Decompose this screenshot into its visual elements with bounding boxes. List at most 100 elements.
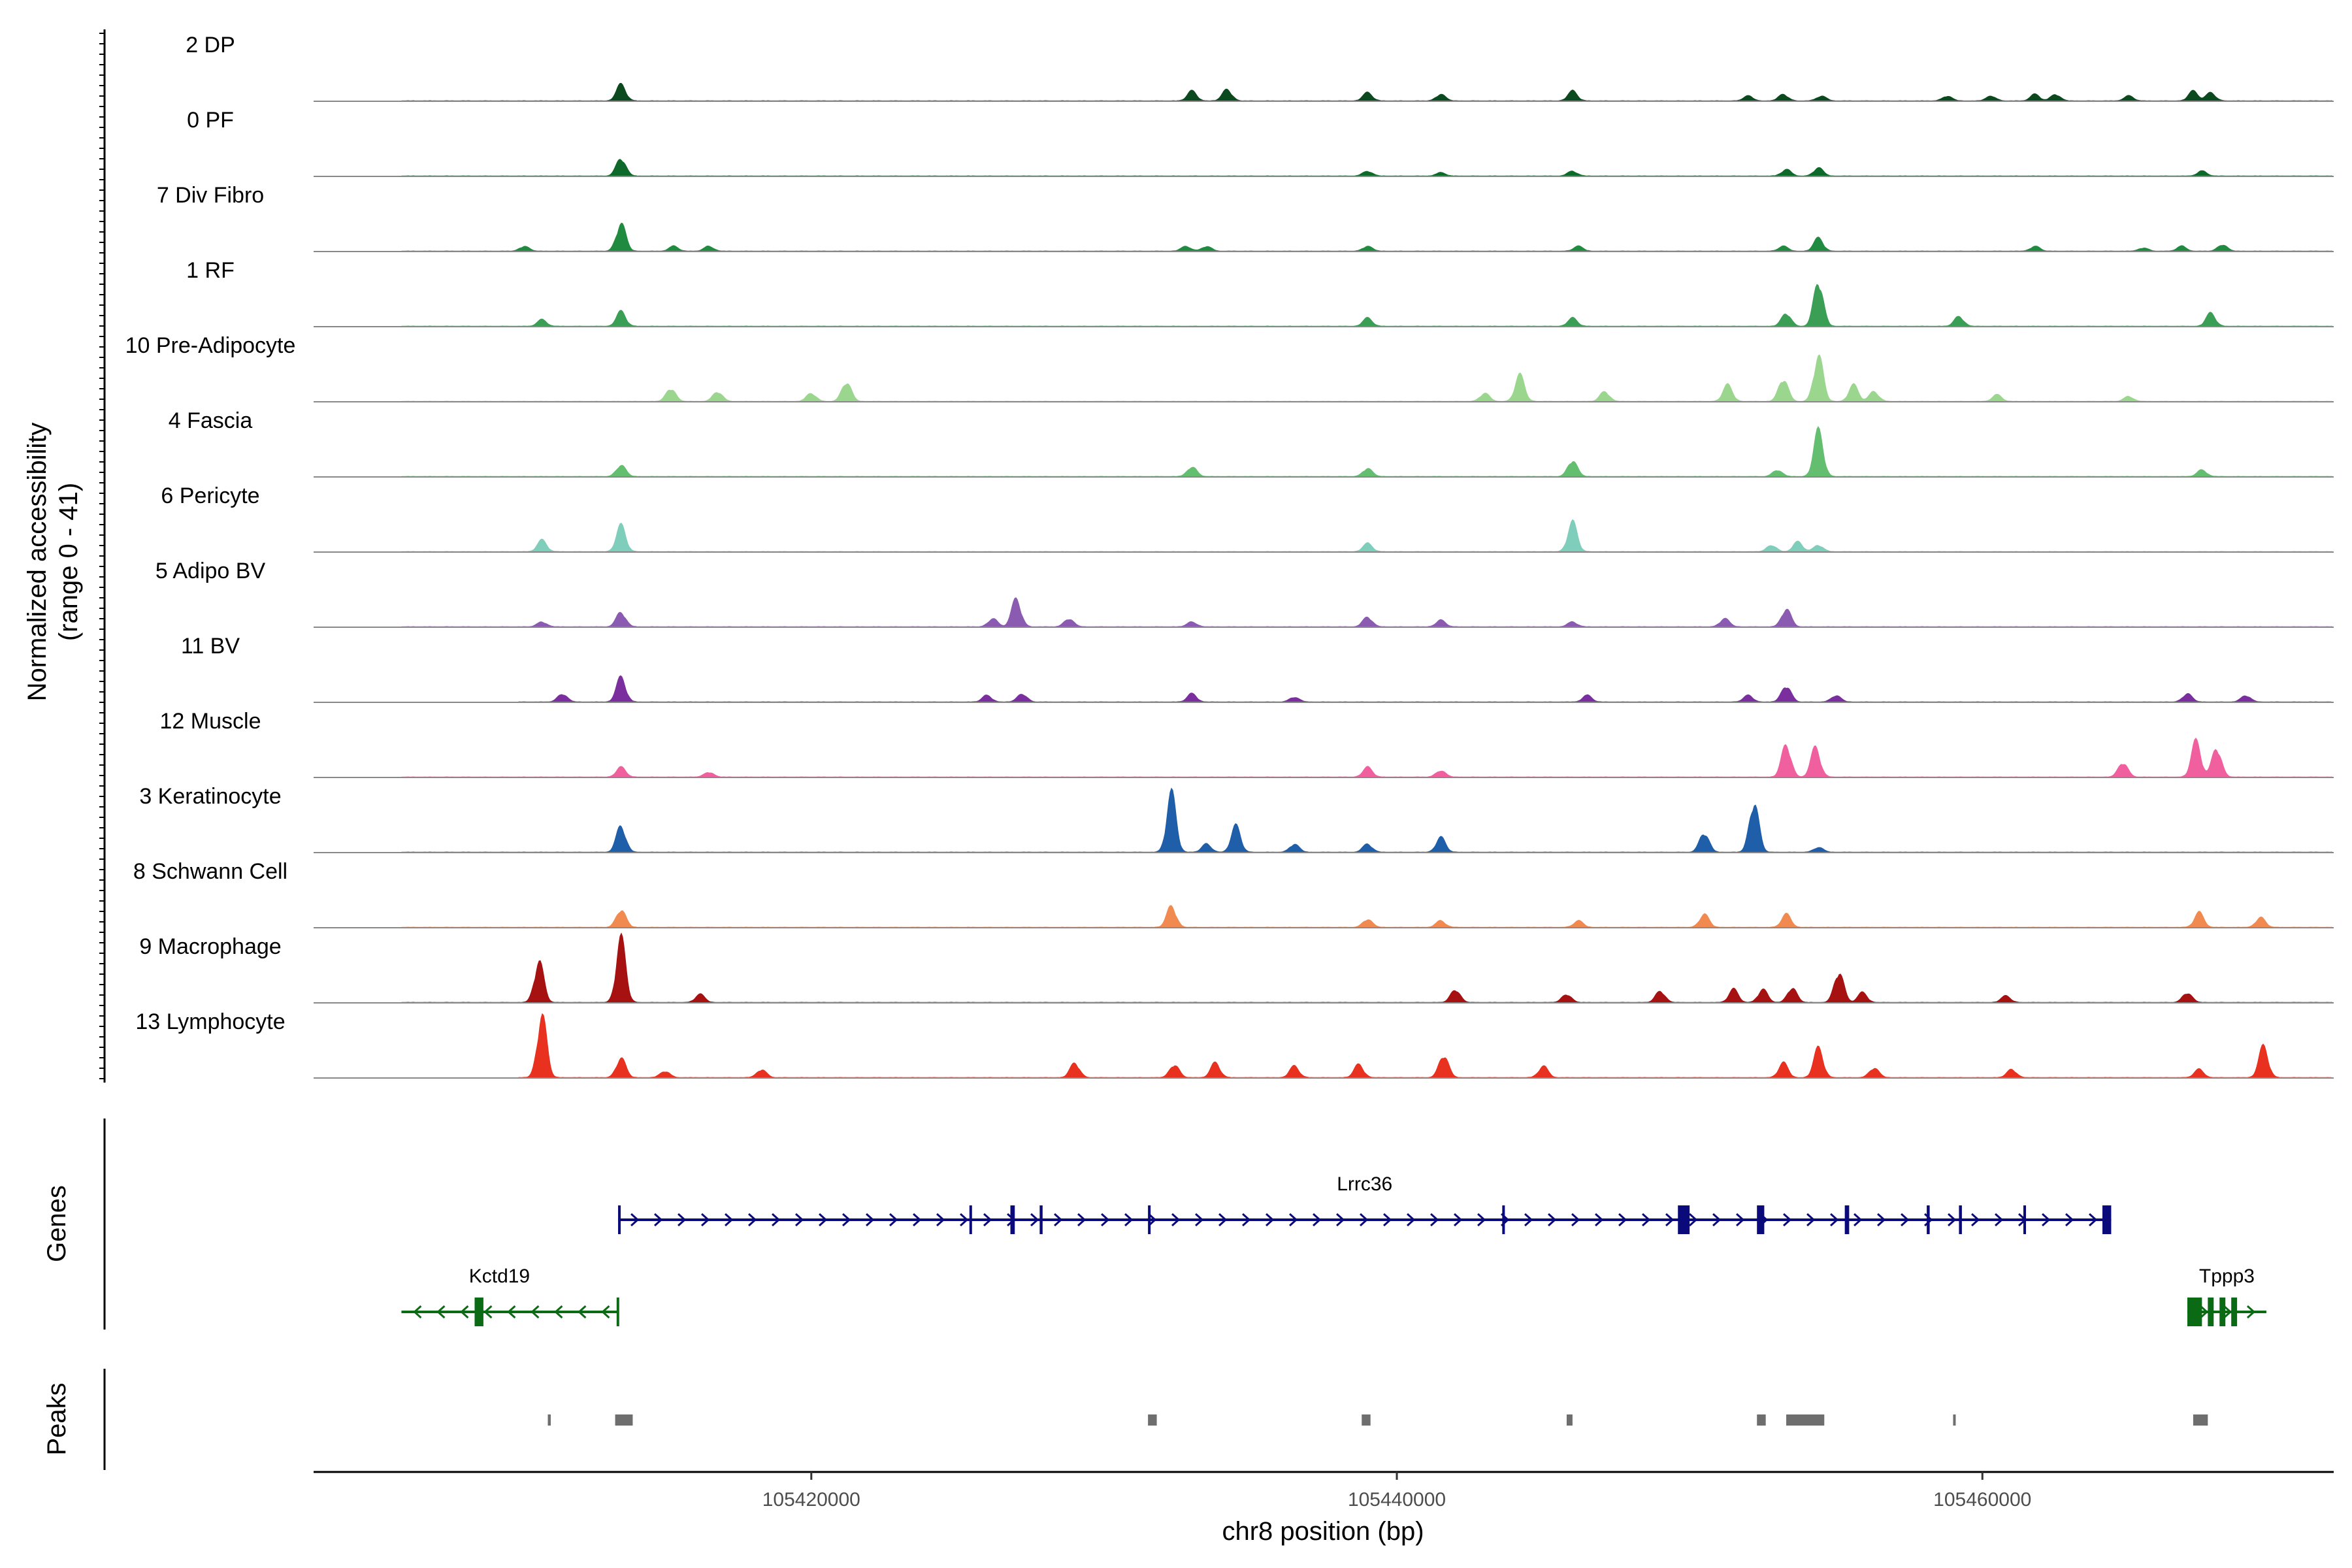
coverage-area bbox=[401, 597, 2332, 628]
strand-chevron bbox=[1995, 1213, 2004, 1227]
track-12: 8 Schwann Cell bbox=[133, 859, 2334, 928]
strand-chevron bbox=[1877, 1213, 1886, 1227]
strand-chevron bbox=[2065, 1213, 2074, 1227]
gene-annotation-track: Lrrc36 Kctd19 Tppp3 bbox=[401, 1173, 2266, 1326]
strand-chevron bbox=[1124, 1213, 1134, 1227]
coverage-area bbox=[401, 354, 2332, 402]
peak-region bbox=[1148, 1414, 1157, 1426]
accessibility-y-axis bbox=[99, 29, 106, 1083]
gene-exon bbox=[1678, 1205, 1690, 1234]
strand-chevron bbox=[1030, 1213, 1039, 1227]
coverage-tracks: 2 DP 0 PF 7 Div Fibro 1 RF 10 Pre-Adipocyte 4… bbox=[125, 33, 2334, 1079]
gene-exon bbox=[1010, 1205, 1015, 1234]
strand-chevron bbox=[1430, 1213, 1439, 1227]
coverage-area bbox=[518, 1013, 2333, 1079]
genes-panel-title: Genes bbox=[42, 1185, 71, 1262]
strand-chevron bbox=[1054, 1213, 1063, 1227]
track-label: 3 Keratinocyte bbox=[139, 784, 281, 809]
strand-chevron bbox=[436, 1305, 446, 1319]
track-14: 13 Lymphocyte bbox=[135, 1009, 2334, 1079]
track-label: 9 Macrophage bbox=[139, 934, 281, 959]
x-tick-label: 105460000 bbox=[1933, 1489, 2031, 1511]
peaks-track bbox=[547, 1414, 2208, 1426]
gene-exon bbox=[1039, 1205, 1043, 1234]
track-3: 7 Div Fibro bbox=[157, 183, 2334, 252]
strand-chevron bbox=[1618, 1213, 1627, 1227]
strand-chevron bbox=[678, 1213, 687, 1227]
track-label: 8 Schwann Cell bbox=[133, 859, 287, 884]
peak-region bbox=[1566, 1414, 1573, 1426]
track-label: 10 Pre-Adipocyte bbox=[125, 333, 296, 358]
strand-chevron bbox=[1360, 1213, 1369, 1227]
strand-chevron bbox=[1571, 1213, 1580, 1227]
strand-chevron bbox=[1454, 1213, 1463, 1227]
strand-chevron bbox=[1830, 1213, 1839, 1227]
track-6: 4 Fascia bbox=[169, 408, 2334, 478]
strand-chevron bbox=[1266, 1213, 1275, 1227]
strand-chevron bbox=[1595, 1213, 1604, 1227]
x-axis-title: chr8 position (bp) bbox=[1222, 1517, 1424, 1546]
x-tick-label: 105440000 bbox=[1348, 1489, 1446, 1511]
track-8: 5 Adipo BV bbox=[155, 559, 2334, 628]
strand-chevron bbox=[1783, 1213, 1792, 1227]
gene-exon bbox=[474, 1298, 483, 1326]
gene-exon bbox=[2231, 1298, 2238, 1326]
peak-region bbox=[1953, 1414, 1956, 1426]
strand-chevron bbox=[1077, 1213, 1086, 1227]
track-9: 11 BV bbox=[181, 634, 2334, 703]
gene-label: Tppp3 bbox=[2199, 1266, 2255, 1287]
strand-chevron bbox=[460, 1305, 469, 1319]
strand-chevron bbox=[531, 1305, 540, 1319]
gene-kctd19: Kctd19 bbox=[401, 1266, 619, 1326]
peak-region bbox=[1786, 1414, 1825, 1426]
y-axis-title: Normalized accessibility bbox=[23, 423, 52, 702]
strand-chevron bbox=[1854, 1213, 1863, 1227]
strand-chevron bbox=[1712, 1213, 1722, 1227]
gene-exon bbox=[2187, 1298, 2202, 1326]
strand-chevron bbox=[1407, 1213, 1416, 1227]
track-5: 10 Pre-Adipocyte bbox=[125, 333, 2334, 402]
track-label: 7 Div Fibro bbox=[157, 183, 264, 208]
track-4: 1 RF bbox=[186, 258, 2334, 327]
gene-exon bbox=[2208, 1298, 2214, 1326]
strand-chevron bbox=[1806, 1213, 1816, 1227]
strand-chevron bbox=[1218, 1213, 1228, 1227]
strand-chevron bbox=[795, 1213, 804, 1227]
coverage-area bbox=[401, 905, 2332, 928]
track-label: 13 Lymphocyte bbox=[135, 1009, 285, 1034]
coverage-area bbox=[401, 787, 2332, 853]
strand-chevron bbox=[1971, 1213, 1980, 1227]
track-10: 12 Muscle bbox=[160, 709, 2334, 778]
peak-region bbox=[547, 1414, 551, 1426]
track-label: 6 Pericyte bbox=[161, 483, 259, 508]
strand-chevron bbox=[842, 1213, 851, 1227]
gene-label: Lrrc36 bbox=[1337, 1173, 1392, 1195]
strand-chevron bbox=[936, 1213, 945, 1227]
track-label: 2 DP bbox=[186, 33, 235, 57]
coverage-area bbox=[401, 519, 2332, 553]
gene-exon bbox=[1148, 1205, 1151, 1234]
strand-chevron bbox=[1665, 1213, 1674, 1227]
strand-chevron bbox=[1901, 1213, 1910, 1227]
strand-chevron bbox=[654, 1213, 663, 1227]
gene-exon bbox=[1502, 1205, 1505, 1234]
track-label: 0 PF bbox=[187, 108, 234, 133]
y-axis-range-label: (range 0 - 41) bbox=[54, 483, 83, 641]
track-7: 6 Pericyte bbox=[161, 483, 2334, 553]
strand-chevron bbox=[601, 1305, 610, 1319]
strand-chevron bbox=[2223, 1305, 2232, 1319]
strand-chevron bbox=[1548, 1213, 1557, 1227]
strand-chevron bbox=[1313, 1213, 1322, 1227]
gene-label: Kctd19 bbox=[469, 1266, 530, 1287]
gene-exon bbox=[1927, 1205, 1930, 1234]
gene-tppp3: Tppp3 bbox=[2187, 1266, 2266, 1326]
strand-chevron bbox=[630, 1213, 640, 1227]
strand-chevron bbox=[2246, 1305, 2256, 1319]
track-label: 11 BV bbox=[181, 634, 240, 659]
coverage-area bbox=[401, 284, 2332, 327]
strand-chevron bbox=[913, 1213, 922, 1227]
gene-exon bbox=[2023, 1205, 2026, 1234]
strand-chevron bbox=[2199, 1305, 2209, 1319]
strand-chevron bbox=[701, 1213, 710, 1227]
